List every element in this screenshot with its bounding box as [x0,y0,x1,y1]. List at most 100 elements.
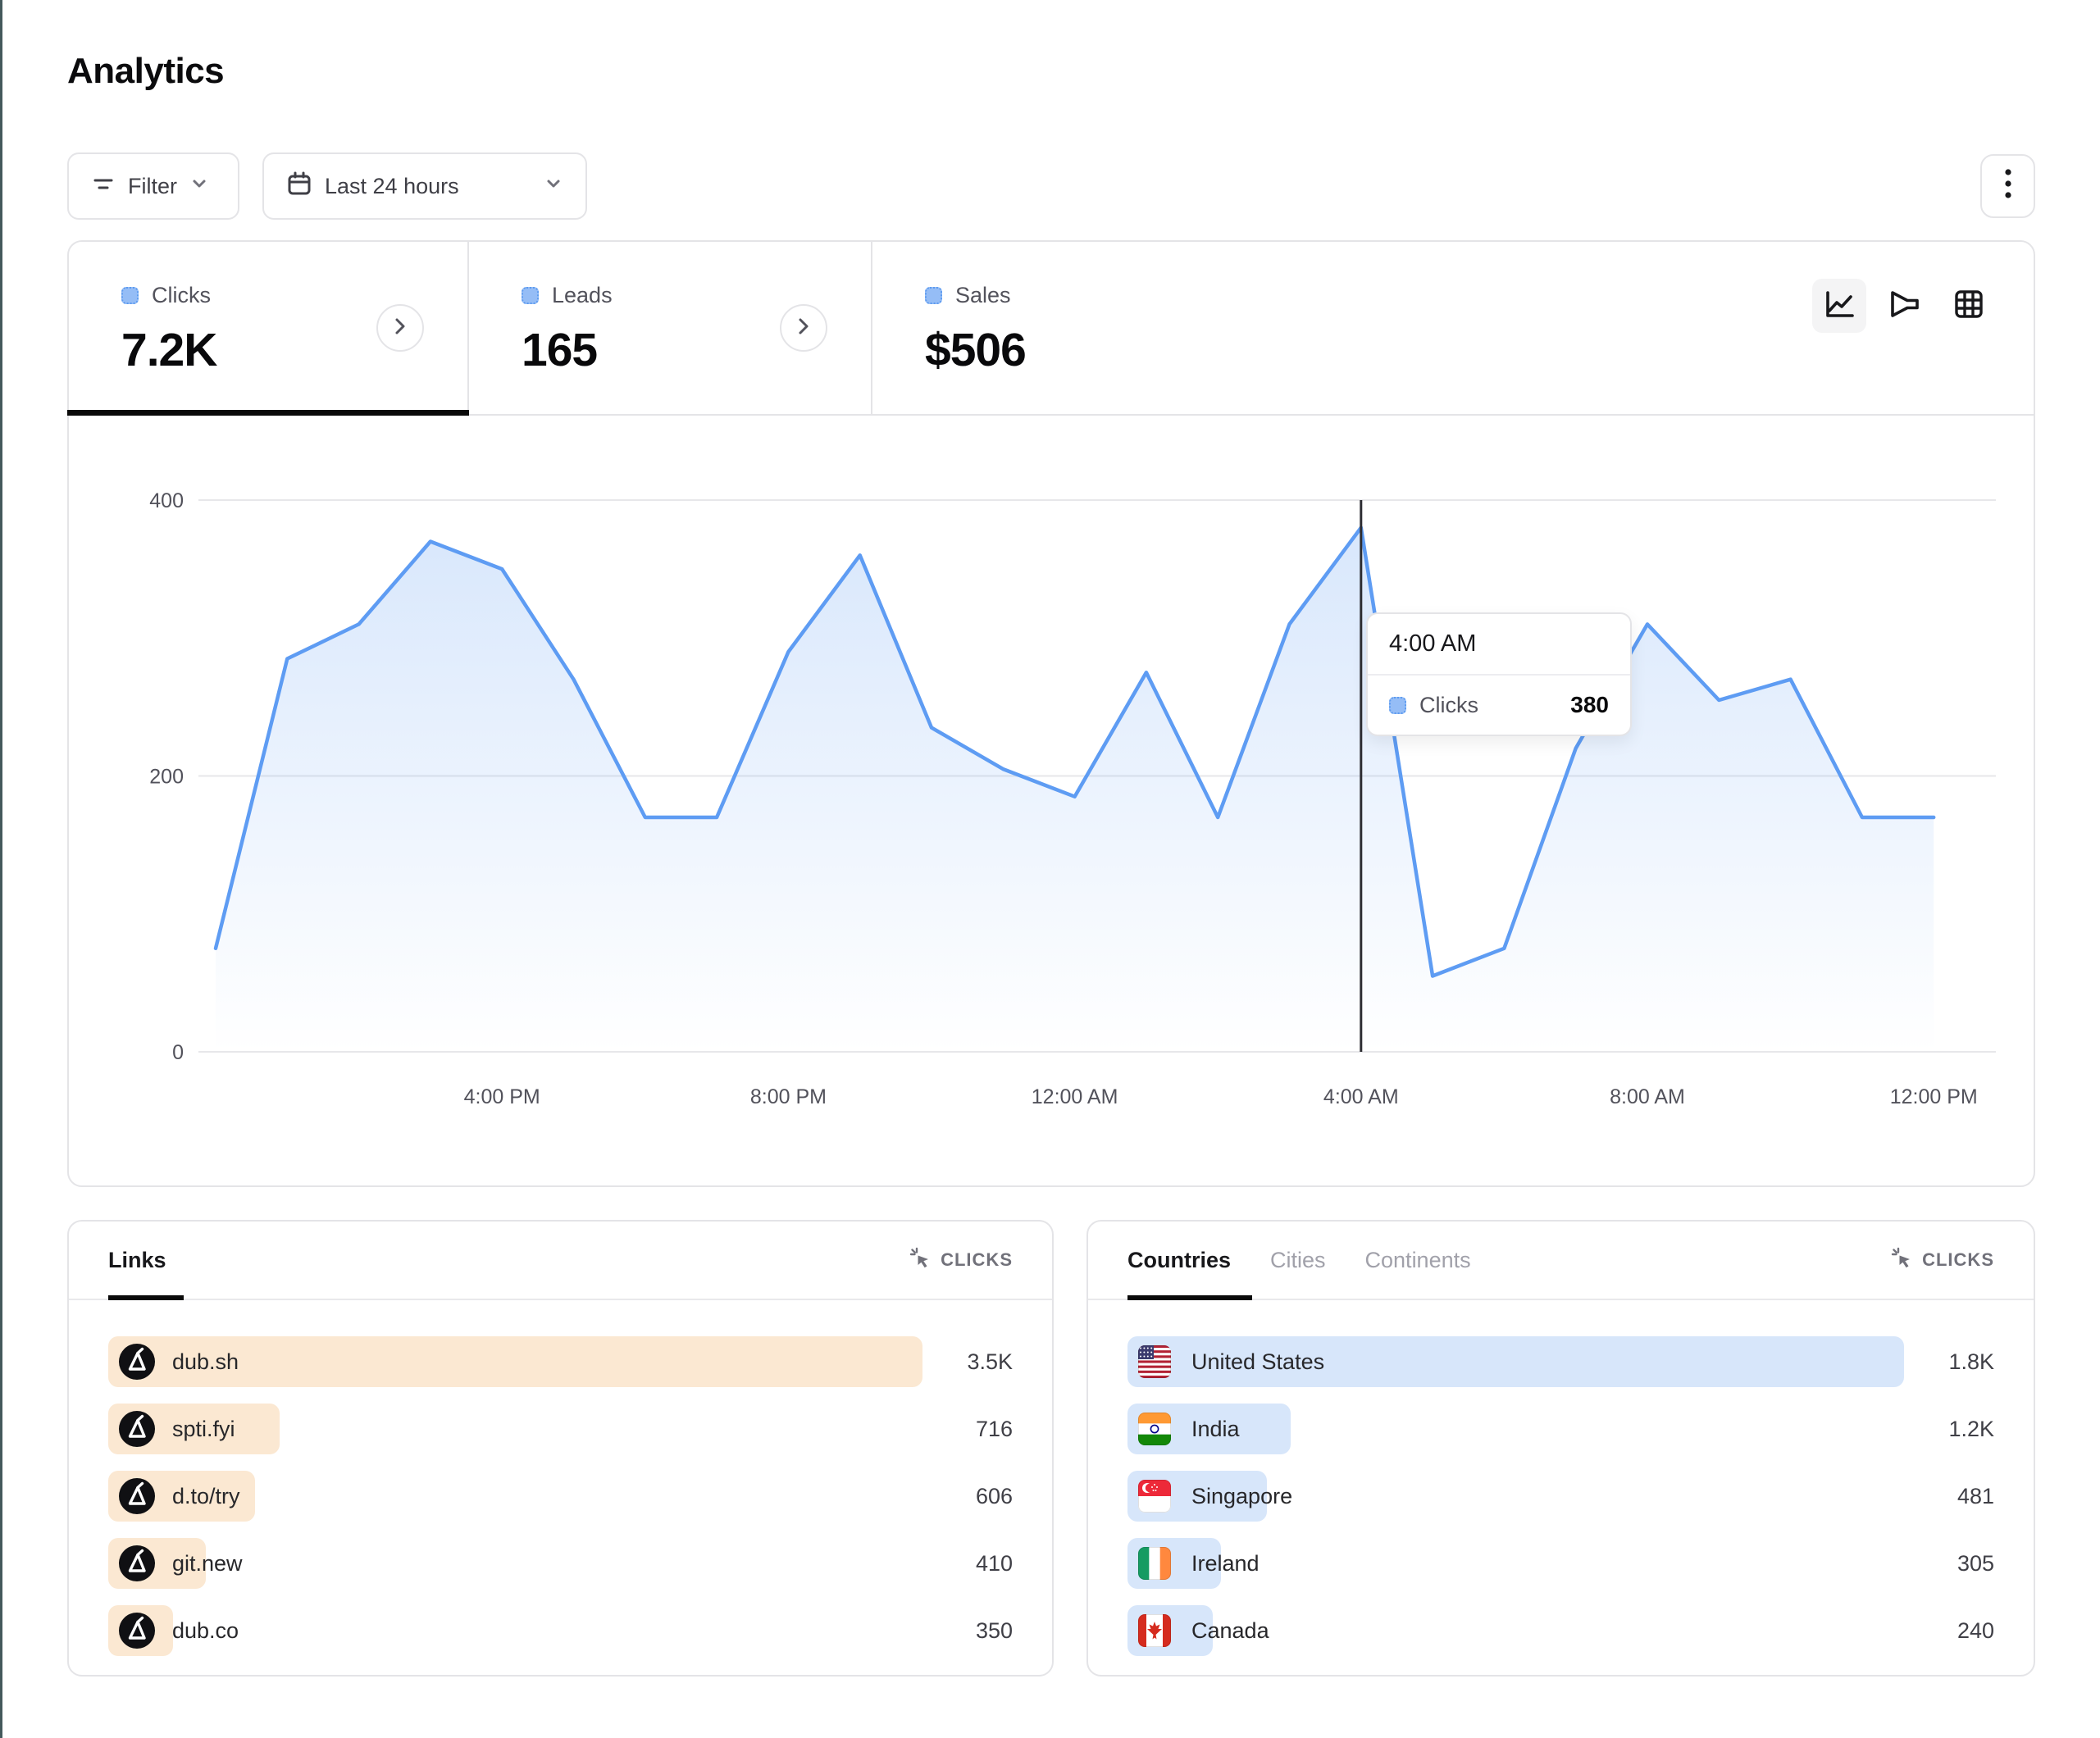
window-edge-accent [0,0,2,1738]
y-axis-tick: 200 [149,766,184,789]
tooltip-series-value: 380 [1570,692,1609,717]
tab-countries[interactable]: Countries [1127,1247,1232,1272]
filter-lines-icon [90,171,116,202]
us-flag-icon [1138,1345,1171,1378]
country-label: Canada [1191,1618,1269,1643]
tab-continents[interactable]: Continents [1364,1247,1471,1272]
geo-metric-toggle[interactable]: CLICKS [1889,1245,1994,1275]
links-panel: Links CLICKS dub.sh 3.5K spti.fyi 716 d.to/t… [67,1220,1054,1677]
ie-flag-icon [1138,1547,1171,1580]
chevron-down-icon [543,173,564,200]
clicks-tab-label: Clicks [152,283,211,307]
tab-leads[interactable]: Leads 165 [469,242,872,414]
analytics-chart-card: Clicks 7.2K Leads 165 Sales $506 [67,240,2035,1187]
link-clicks-value: 410 [975,1551,1013,1576]
leads-legend-chip [522,287,539,304]
ca-flag-icon [1138,1614,1171,1647]
tab-sales[interactable]: Sales $506 [872,242,2034,414]
chevron-right-icon [391,316,409,341]
link-bar [108,1336,922,1387]
leads-total: 165 [522,324,598,376]
country-label: United States [1191,1349,1325,1374]
sales-legend-chip [925,287,942,304]
countries-tab-underline [1127,1295,1252,1300]
country-row[interactable]: Singapore 481 [1127,1471,1994,1522]
country-label: India [1191,1417,1240,1441]
country-clicks-value: 1.8K [1948,1349,1994,1374]
vertical-ellipsis-icon [1996,166,2020,207]
stats-pager-button[interactable] [376,304,424,352]
link-clicks-value: 350 [975,1618,1013,1643]
country-bar [1127,1336,1904,1387]
x-axis-tick: 8:00 AM [1610,1085,1685,1108]
line-chart-icon [1821,286,1857,326]
clicks-area-chart[interactable]: 0 200 400 4:00 PM 8:00 PM 12:00 AM 4:00 AM 8:00… [69,416,2034,1187]
chevron-down-icon [189,173,210,200]
sales-tab-label: Sales [955,283,1011,307]
active-tab-underline [67,410,469,416]
x-axis-tick: 12:00 AM [1032,1085,1118,1108]
link-row[interactable]: spti.fyi 716 [108,1404,1013,1454]
sales-total: $506 [925,324,1027,376]
link-label: dub.sh [172,1349,239,1374]
stats-pager-button[interactable] [780,304,827,352]
link-clicks-value: 716 [975,1417,1013,1441]
x-axis-tick: 12:00 PM [1890,1085,1978,1108]
table-view-button[interactable] [1942,279,1996,333]
link-row[interactable]: git.new 410 [108,1538,1013,1589]
funnel-icon [1886,286,1922,326]
more-options-button[interactable] [1980,154,2035,218]
link-label: d.to/try [172,1484,240,1508]
stats-divider [467,242,469,416]
link-clicks-value: 3.5K [967,1349,1013,1374]
country-clicks-value: 481 [1957,1484,1994,1508]
link-label: spti.fyi [172,1417,235,1441]
clicks-legend-chip [121,287,139,304]
link-row[interactable]: d.to/try 606 [108,1471,1013,1522]
stats-tabs: Clicks 7.2K Leads 165 Sales $506 [67,242,2034,416]
geo-metric-label: CLICKS [1922,1249,1994,1270]
x-axis-tick: 4:00 PM [464,1085,540,1108]
tooltip-series-label: Clicks [1419,692,1478,717]
funnel-view-button[interactable] [1877,279,1931,333]
tooltip-time: 4:00 AM [1368,614,1630,676]
filter-button[interactable]: Filter [67,152,239,220]
country-row[interactable]: India 1.2K [1127,1404,1994,1454]
chart-tooltip: 4:00 AM Clicks 380 [1366,612,1632,736]
stats-divider [871,242,872,416]
tab-clicks[interactable]: Clicks 7.2K [67,242,469,416]
tooltip-series-chip [1389,696,1406,714]
link-row[interactable]: dub.co 350 [108,1605,1013,1656]
dub-logo-icon [119,1545,155,1581]
link-label: git.new [172,1551,243,1576]
country-clicks-value: 305 [1957,1551,1994,1576]
cursor-click-icon [1889,1245,1914,1275]
chevron-right-icon [795,316,813,341]
tab-links[interactable]: Links [108,1247,166,1272]
x-axis-tick: 4:00 AM [1323,1085,1399,1108]
y-axis-tick: 400 [149,489,184,512]
links-metric-toggle[interactable]: CLICKS [908,1245,1013,1275]
link-label: dub.co [172,1618,239,1643]
grid-table-icon [1951,286,1987,326]
dub-logo-icon [119,1613,155,1649]
leads-tab-label: Leads [552,283,613,307]
date-range-button[interactable]: Last 24 hours [262,152,587,220]
country-row[interactable]: Ireland 305 [1127,1538,1994,1589]
in-flag-icon [1138,1413,1171,1445]
country-clicks-value: 1.2K [1948,1417,1994,1441]
filter-button-label: Filter [128,173,177,198]
x-axis-tick: 8:00 PM [750,1085,827,1108]
y-axis-tick: 0 [172,1041,184,1064]
country-row[interactable]: Canada 240 [1127,1605,1994,1656]
country-clicks-value: 240 [1957,1618,1994,1643]
link-row[interactable]: dub.sh 3.5K [108,1336,1013,1387]
country-label: Singapore [1191,1484,1293,1508]
tab-cities[interactable]: Cities [1270,1247,1326,1272]
country-label: Ireland [1191,1551,1260,1576]
links-metric-label: CLICKS [941,1249,1013,1270]
country-row[interactable]: United States 1.8K [1127,1336,1994,1387]
sg-flag-icon [1138,1480,1171,1513]
line-chart-view-button[interactable] [1812,279,1866,333]
calendar-icon [285,170,313,203]
